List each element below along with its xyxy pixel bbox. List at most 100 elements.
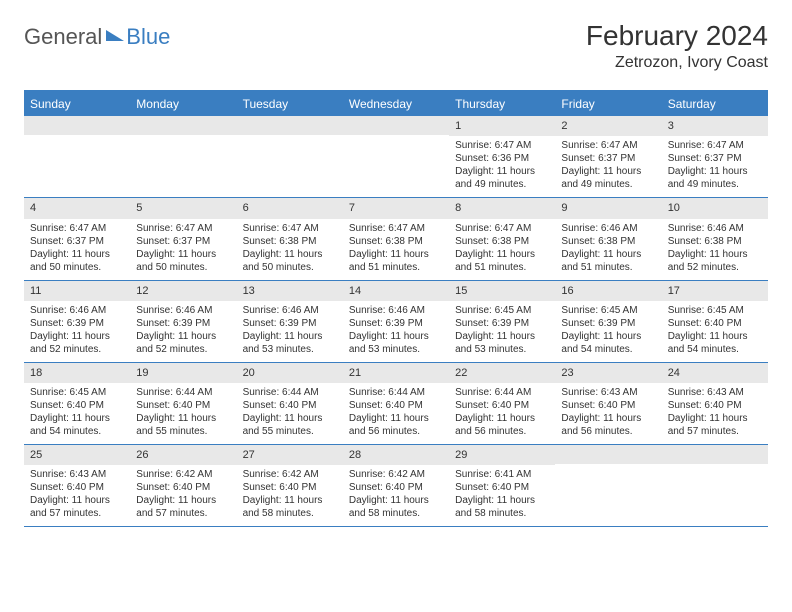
cell-line-sr: Sunrise: 6:44 AM <box>136 386 230 399</box>
cell-line-d1: Daylight: 11 hours <box>561 330 655 343</box>
cell-line-sr: Sunrise: 6:42 AM <box>349 468 443 481</box>
cell-line-d2: and 54 minutes. <box>668 343 762 356</box>
cell-line-ss: Sunset: 6:37 PM <box>668 152 762 165</box>
location: Zetrozon, Ivory Coast <box>586 54 768 72</box>
cell-line-ss: Sunset: 6:39 PM <box>136 317 230 330</box>
cell-line-sr: Sunrise: 6:47 AM <box>349 222 443 235</box>
cell-line-d2: and 52 minutes. <box>668 261 762 274</box>
cell-line-d1: Daylight: 11 hours <box>136 330 230 343</box>
cell-body: Sunrise: 6:45 AMSunset: 6:40 PMDaylight:… <box>24 383 130 444</box>
cell-body: Sunrise: 6:47 AMSunset: 6:37 PMDaylight:… <box>662 136 768 197</box>
cell-line-d2: and 56 minutes. <box>349 425 443 438</box>
cell-line-d2: and 55 minutes. <box>243 425 337 438</box>
cell-body: Sunrise: 6:47 AMSunset: 6:37 PMDaylight:… <box>24 219 130 280</box>
cell-line-d1: Daylight: 11 hours <box>668 165 762 178</box>
cell-line-d2: and 50 minutes. <box>30 261 124 274</box>
cell-line-ss: Sunset: 6:37 PM <box>136 235 230 248</box>
cell-line-ss: Sunset: 6:40 PM <box>349 399 443 412</box>
calendar-cell <box>24 116 130 197</box>
cell-line-sr: Sunrise: 6:45 AM <box>561 304 655 317</box>
calendar-cell: 2Sunrise: 6:47 AMSunset: 6:37 PMDaylight… <box>555 116 661 197</box>
cell-daynum: 18 <box>24 363 130 383</box>
cell-line-d1: Daylight: 11 hours <box>136 412 230 425</box>
dayhead-monday: Monday <box>130 92 236 116</box>
cell-line-ss: Sunset: 6:36 PM <box>455 152 549 165</box>
cell-daynum <box>662 445 768 464</box>
cell-line-sr: Sunrise: 6:47 AM <box>455 222 549 235</box>
cell-line-d1: Daylight: 11 hours <box>349 412 443 425</box>
cell-line-sr: Sunrise: 6:46 AM <box>349 304 443 317</box>
cell-line-sr: Sunrise: 6:47 AM <box>243 222 337 235</box>
cell-body: Sunrise: 6:43 AMSunset: 6:40 PMDaylight:… <box>555 383 661 444</box>
cell-line-sr: Sunrise: 6:45 AM <box>668 304 762 317</box>
cell-daynum: 7 <box>343 198 449 218</box>
dayhead-friday: Friday <box>555 92 661 116</box>
calendar-cell <box>130 116 236 197</box>
cell-body: Sunrise: 6:45 AMSunset: 6:39 PMDaylight:… <box>555 301 661 362</box>
cell-daynum: 5 <box>130 198 236 218</box>
cell-line-d2: and 50 minutes. <box>136 261 230 274</box>
cell-line-d2: and 51 minutes. <box>561 261 655 274</box>
calendar-cell <box>555 445 661 526</box>
cell-line-ss: Sunset: 6:39 PM <box>243 317 337 330</box>
cell-line-d1: Daylight: 11 hours <box>136 494 230 507</box>
cell-line-d2: and 54 minutes. <box>561 343 655 356</box>
calendar-cell <box>343 116 449 197</box>
calendar-cell: 13Sunrise: 6:46 AMSunset: 6:39 PMDayligh… <box>237 281 343 362</box>
cell-daynum: 20 <box>237 363 343 383</box>
week-row: 4Sunrise: 6:47 AMSunset: 6:37 PMDaylight… <box>24 198 768 280</box>
logo-text-blue: Blue <box>126 24 170 50</box>
cell-line-d2: and 53 minutes. <box>243 343 337 356</box>
cell-line-ss: Sunset: 6:40 PM <box>349 481 443 494</box>
calendar-cell: 11Sunrise: 6:46 AMSunset: 6:39 PMDayligh… <box>24 281 130 362</box>
cell-daynum: 16 <box>555 281 661 301</box>
cell-line-d2: and 56 minutes. <box>455 425 549 438</box>
calendar-cell: 15Sunrise: 6:45 AMSunset: 6:39 PMDayligh… <box>449 281 555 362</box>
cell-line-d2: and 57 minutes. <box>30 507 124 520</box>
cell-line-d1: Daylight: 11 hours <box>30 494 124 507</box>
cell-line-d1: Daylight: 11 hours <box>561 248 655 261</box>
calendar-cell: 19Sunrise: 6:44 AMSunset: 6:40 PMDayligh… <box>130 363 236 444</box>
cell-line-d1: Daylight: 11 hours <box>455 330 549 343</box>
cell-line-d1: Daylight: 11 hours <box>455 494 549 507</box>
cell-body: Sunrise: 6:47 AMSunset: 6:37 PMDaylight:… <box>555 136 661 197</box>
cell-line-ss: Sunset: 6:38 PM <box>349 235 443 248</box>
cell-line-d1: Daylight: 11 hours <box>349 330 443 343</box>
calendar-cell: 26Sunrise: 6:42 AMSunset: 6:40 PMDayligh… <box>130 445 236 526</box>
cell-daynum: 6 <box>237 198 343 218</box>
calendar-cell <box>237 116 343 197</box>
cell-daynum: 1 <box>449 116 555 136</box>
cell-daynum: 13 <box>237 281 343 301</box>
cell-line-d1: Daylight: 11 hours <box>561 165 655 178</box>
cell-line-sr: Sunrise: 6:47 AM <box>136 222 230 235</box>
cell-line-d2: and 52 minutes. <box>136 343 230 356</box>
calendar-cell: 3Sunrise: 6:47 AMSunset: 6:37 PMDaylight… <box>662 116 768 197</box>
cell-body: Sunrise: 6:43 AMSunset: 6:40 PMDaylight:… <box>662 383 768 444</box>
cell-line-ss: Sunset: 6:39 PM <box>561 317 655 330</box>
cell-line-sr: Sunrise: 6:44 AM <box>349 386 443 399</box>
calendar-cell: 1Sunrise: 6:47 AMSunset: 6:36 PMDaylight… <box>449 116 555 197</box>
cell-line-d2: and 49 minutes. <box>561 178 655 191</box>
cell-line-sr: Sunrise: 6:43 AM <box>561 386 655 399</box>
cell-line-sr: Sunrise: 6:44 AM <box>455 386 549 399</box>
cell-line-d2: and 52 minutes. <box>30 343 124 356</box>
cell-daynum: 24 <box>662 363 768 383</box>
calendar-cell: 5Sunrise: 6:47 AMSunset: 6:37 PMDaylight… <box>130 198 236 279</box>
cell-line-ss: Sunset: 6:37 PM <box>561 152 655 165</box>
cell-body: Sunrise: 6:46 AMSunset: 6:39 PMDaylight:… <box>237 301 343 362</box>
cell-body: Sunrise: 6:46 AMSunset: 6:38 PMDaylight:… <box>662 219 768 280</box>
cell-body: Sunrise: 6:41 AMSunset: 6:40 PMDaylight:… <box>449 465 555 526</box>
cell-daynum: 12 <box>130 281 236 301</box>
cell-line-sr: Sunrise: 6:46 AM <box>243 304 337 317</box>
cell-line-d2: and 54 minutes. <box>30 425 124 438</box>
cell-daynum: 11 <box>24 281 130 301</box>
cell-line-d2: and 53 minutes. <box>349 343 443 356</box>
calendar-cell: 6Sunrise: 6:47 AMSunset: 6:38 PMDaylight… <box>237 198 343 279</box>
title-block: February 2024 Zetrozon, Ivory Coast <box>586 20 768 72</box>
calendar-cell: 8Sunrise: 6:47 AMSunset: 6:38 PMDaylight… <box>449 198 555 279</box>
cell-line-sr: Sunrise: 6:45 AM <box>455 304 549 317</box>
cell-line-ss: Sunset: 6:38 PM <box>668 235 762 248</box>
cell-daynum: 4 <box>24 198 130 218</box>
cell-daynum: 26 <box>130 445 236 465</box>
cell-line-d1: Daylight: 11 hours <box>30 412 124 425</box>
